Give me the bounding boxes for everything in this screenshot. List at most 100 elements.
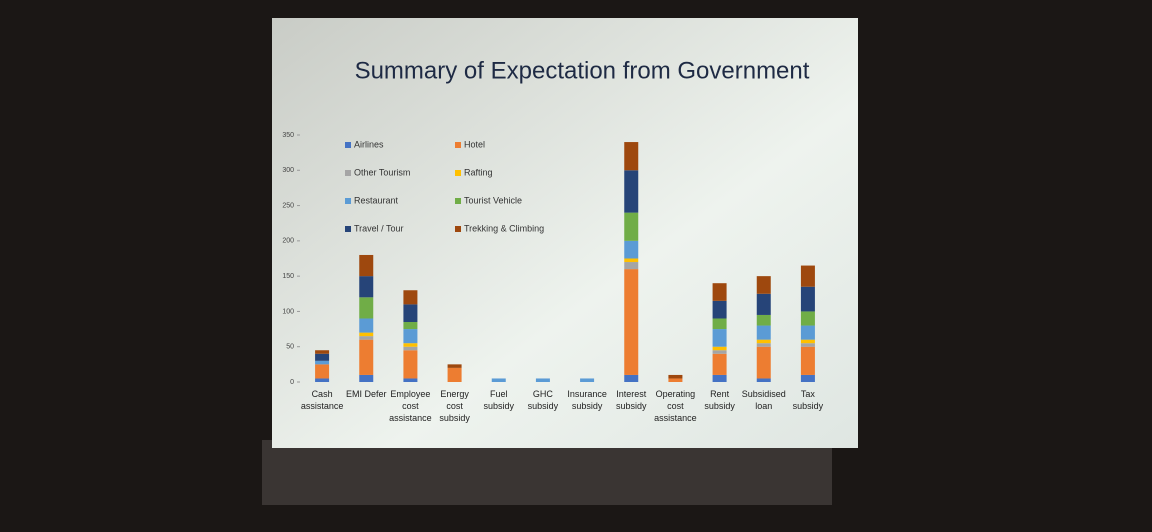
bar-segment [403, 350, 418, 379]
y-tick-label: 50 [286, 344, 294, 351]
screen-frame [262, 440, 832, 505]
bar-segment [580, 378, 595, 382]
y-tick-label: 300 [282, 167, 294, 174]
bar-segment [756, 343, 771, 347]
bar-segment [403, 378, 418, 382]
bar-segment [491, 378, 506, 382]
bar-segment [712, 329, 727, 347]
bar-segment [800, 265, 815, 287]
y-tick-label: 0 [290, 379, 294, 386]
bar-segment [800, 286, 815, 312]
bar-segment [712, 374, 727, 382]
bar-segment [800, 339, 815, 344]
legend-swatch [455, 142, 461, 148]
x-tick-label: Fuel subsidy [483, 389, 514, 411]
bar-segment [624, 258, 639, 263]
bar-segment [359, 297, 374, 319]
bar-segment [624, 374, 639, 382]
legend-swatch [455, 198, 461, 204]
bar-segment [668, 378, 683, 382]
bar-segment [359, 318, 374, 333]
legend-label: Tourist Vehicle [464, 195, 522, 205]
bar-segment [712, 346, 727, 351]
legend-swatch [345, 170, 351, 176]
legend-swatch [455, 170, 461, 176]
bar-segment [712, 350, 727, 354]
bar-segment [359, 254, 374, 277]
x-tick-label: Rent subsidy [704, 389, 735, 411]
bar-segment [359, 276, 374, 298]
bar-segment [315, 378, 330, 382]
bar-segment [315, 364, 330, 379]
x-tick-label: Interest subsidy [615, 389, 647, 411]
legend-label: Travel / Tour [354, 223, 404, 233]
bar-segment [624, 262, 639, 270]
bar-segment [756, 378, 771, 382]
legend-swatch [345, 226, 351, 232]
bar-segment [403, 346, 418, 351]
bar-segment [712, 353, 727, 375]
legend-swatch [345, 198, 351, 204]
chart-title: Summary of Expectation from Government [355, 57, 810, 84]
bar-segment [403, 343, 418, 347]
y-tick-label: 250 [282, 202, 294, 209]
bar-segment [756, 325, 771, 340]
x-tick-label: Tax subsidy [792, 389, 824, 411]
bar-segment [756, 346, 771, 379]
bar-segment [403, 304, 418, 323]
bar-segment [712, 300, 727, 319]
bar-segment [359, 339, 374, 375]
bar-segment [359, 332, 374, 337]
bar-segment [800, 325, 815, 340]
bar-segment [800, 311, 815, 326]
bar-segment [800, 374, 815, 382]
bar-segment [624, 240, 639, 259]
legend-label: Trekking & Climbing [464, 223, 544, 233]
bar-segment [756, 293, 771, 315]
legend-swatch [455, 226, 461, 232]
y-tick-label: 350 [282, 132, 294, 139]
bar-segment [315, 350, 330, 354]
bar-segment [447, 364, 462, 368]
bar-segment [447, 367, 462, 382]
bar-segment [624, 212, 639, 241]
bar-segment [359, 374, 374, 382]
bar-segment [403, 322, 418, 330]
y-tick-label: 100 [282, 308, 294, 315]
y-tick-label: 150 [282, 273, 294, 280]
bar-segment [624, 142, 639, 171]
x-tick-label: Cash assistance [300, 389, 344, 411]
bar-segment [800, 343, 815, 347]
bar-segment [403, 290, 418, 305]
bar-segment [315, 353, 330, 361]
bar-segment [359, 336, 374, 340]
legend-label: Hotel [464, 139, 485, 149]
bar-segment [403, 329, 418, 344]
legend-label: Restaurant [354, 195, 399, 205]
bar-segment [315, 360, 330, 365]
legend-swatch [345, 142, 351, 148]
x-tick-label: Insurance subsidy [567, 389, 607, 411]
bar-segment [712, 318, 727, 330]
x-tick-label: Subsidised loan [741, 389, 786, 411]
x-tick-label: Energy cost subsidy [439, 389, 470, 423]
x-tick-label: EMI Defer [345, 389, 387, 399]
legend-label: Other Tourism [354, 167, 410, 177]
y-tick-label: 200 [282, 238, 294, 245]
bar-segment [756, 314, 771, 326]
bar-segment [800, 346, 815, 375]
bar-segment [756, 276, 771, 294]
bar-segment [624, 170, 639, 213]
bar-segment [712, 283, 727, 301]
bar-segment [668, 374, 683, 379]
x-tick-label: Operating cost assistance [654, 389, 697, 423]
x-tick-label: Employee cost assistance [389, 389, 432, 423]
bar-segment [535, 378, 550, 382]
legend-label: Airlines [354, 139, 384, 149]
legend-label: Rafting [464, 167, 493, 177]
bar-segment [756, 339, 771, 344]
x-tick-label: GHC subsidy [527, 389, 559, 411]
bar-segment [624, 269, 639, 375]
